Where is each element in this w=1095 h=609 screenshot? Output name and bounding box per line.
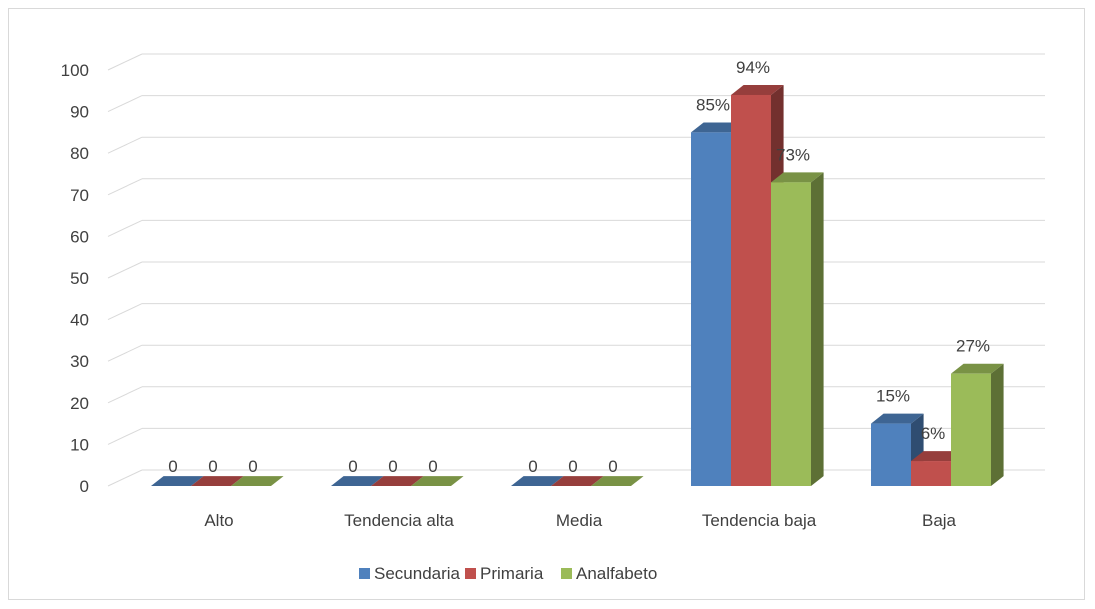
data-label: 0 — [568, 457, 577, 476]
bar-side — [811, 172, 824, 486]
bar-side — [991, 363, 1004, 486]
bar-top — [551, 476, 604, 486]
data-label: 0 — [608, 457, 617, 476]
bar-top — [871, 413, 924, 424]
y-tick-label: 30 — [70, 352, 89, 371]
category-label: Alto — [204, 511, 233, 530]
legend: Secundaria Primaria Analfabeto — [359, 564, 657, 583]
grid-diagonal — [107, 95, 143, 113]
chart-frame: 0 10 20 30 40 50 60 70 80 90 100 0 0 0 0 0 0 0 0 0 85% 94% 73… — [8, 8, 1085, 600]
grid-diagonal — [107, 219, 143, 237]
bar-front — [911, 461, 951, 486]
y-tick-label: 80 — [70, 144, 89, 163]
y-tick-label: 10 — [70, 435, 89, 454]
bar — [951, 363, 1004, 486]
data-label: 85% — [696, 95, 730, 114]
legend-label: Primaria — [480, 564, 544, 583]
grid-diagonal — [107, 261, 143, 279]
category-label: Tendencia alta — [344, 511, 454, 530]
data-label: 0 — [388, 457, 397, 476]
legend-swatch — [561, 568, 572, 579]
grid-diagonal — [107, 386, 143, 404]
grid-diagonal — [107, 303, 143, 321]
bar — [591, 476, 644, 486]
bar — [871, 413, 924, 486]
grid-diagonal — [107, 53, 143, 71]
bar-top — [951, 363, 1004, 374]
bar — [551, 476, 604, 486]
bar-top — [411, 476, 464, 486]
data-label: 0 — [428, 457, 437, 476]
bar — [191, 476, 244, 486]
grid-lines — [107, 53, 1045, 487]
bar-top — [191, 476, 244, 486]
data-label: 94% — [736, 58, 770, 77]
data-label: 15% — [876, 387, 910, 406]
bar-top — [731, 85, 784, 95]
legend-item: Secundaria — [359, 564, 461, 583]
grid-diagonal — [107, 344, 143, 362]
grid-diagonal — [107, 427, 143, 445]
bar-front — [951, 373, 991, 486]
y-axis-ticks: 0 10 20 30 40 50 60 70 80 90 100 — [61, 61, 89, 496]
bar-top — [151, 476, 204, 486]
grid-diagonal — [107, 178, 143, 196]
category-label: Tendencia baja — [702, 511, 817, 530]
y-tick-label: 0 — [80, 477, 89, 496]
legend-swatch — [359, 568, 370, 579]
y-tick-label: 70 — [70, 186, 89, 205]
grid-diagonal — [107, 136, 143, 154]
bar-front — [771, 182, 811, 486]
data-labels: 0 0 0 0 0 0 0 0 0 85% 94% 73% 15% 6% 27% — [168, 58, 990, 476]
legend-swatch — [465, 568, 476, 579]
bar — [511, 476, 564, 486]
bar-front — [871, 423, 911, 486]
y-tick-label: 50 — [70, 269, 89, 288]
bar-top — [691, 122, 744, 133]
bar-top — [771, 172, 824, 183]
bar — [231, 476, 284, 486]
y-tick-label: 40 — [70, 311, 89, 330]
bar — [371, 476, 424, 486]
legend-item: Primaria — [465, 564, 544, 583]
bars — [151, 85, 1004, 487]
category-label: Media — [556, 511, 603, 530]
x-axis-categories: Alto Tendencia alta Media Tendencia baja Baj… — [204, 511, 956, 530]
bar-top — [511, 476, 564, 486]
bar-chart: 0 10 20 30 40 50 60 70 80 90 100 0 0 0 0 0 0 0 0 0 85% 94% 73… — [61, 53, 1045, 583]
legend-label: Analfabeto — [576, 564, 657, 583]
data-label: 0 — [348, 457, 357, 476]
y-tick-label: 100 — [61, 61, 89, 80]
data-label: 0 — [168, 457, 177, 476]
y-tick-label: 20 — [70, 394, 89, 413]
bar — [411, 476, 464, 486]
bar-top — [331, 476, 384, 486]
bar-top — [911, 451, 964, 462]
bar-top — [591, 476, 644, 486]
data-label: 0 — [208, 457, 217, 476]
bar-front — [691, 132, 731, 486]
category-label: Baja — [922, 511, 957, 530]
y-tick-label: 60 — [70, 227, 89, 246]
bar — [331, 476, 384, 486]
bar-top — [371, 476, 424, 486]
legend-label: Secundaria — [374, 564, 461, 583]
data-label: 27% — [956, 337, 990, 356]
bar-top — [231, 476, 284, 486]
data-label: 6% — [921, 424, 946, 443]
grid-diagonal — [107, 469, 143, 487]
bar — [151, 476, 204, 486]
data-label: 0 — [528, 457, 537, 476]
bar — [771, 172, 824, 486]
data-label: 73% — [776, 145, 810, 164]
legend-item: Analfabeto — [561, 564, 657, 583]
data-label: 0 — [248, 457, 257, 476]
y-tick-label: 90 — [70, 103, 89, 122]
bar-front — [731, 94, 771, 487]
